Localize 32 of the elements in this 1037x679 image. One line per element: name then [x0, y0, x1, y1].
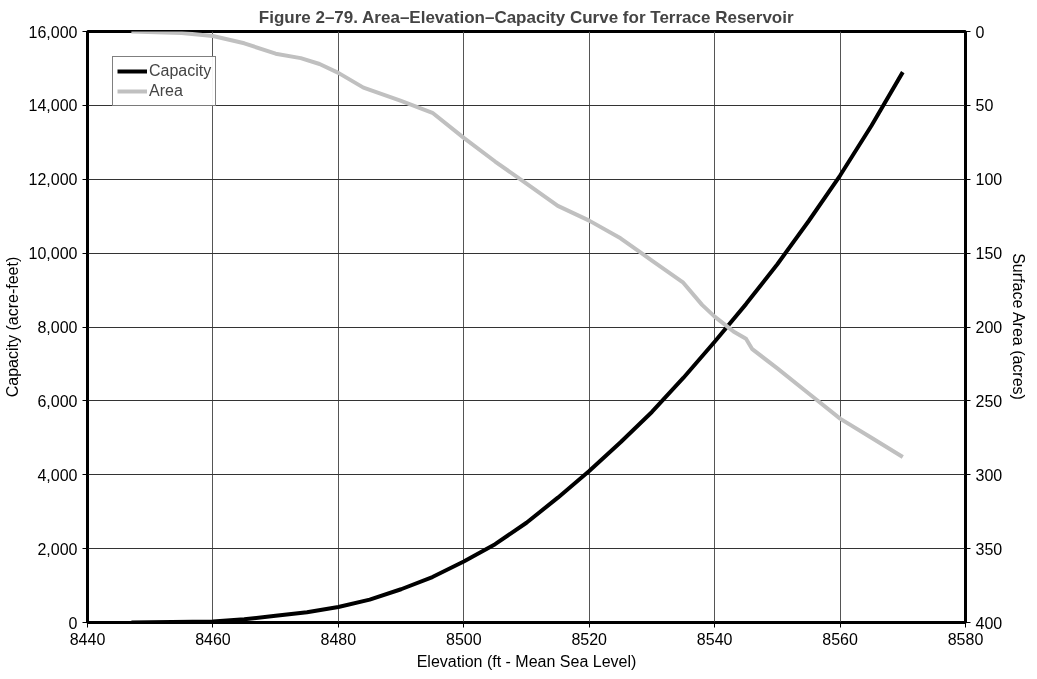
x-tick-label: 8580	[947, 630, 984, 648]
y-tick-label: 0	[68, 614, 78, 632]
y-tick-label: 6,000	[37, 392, 78, 410]
y2-tick-label: 0	[975, 23, 985, 41]
x-tick-label: 8560	[822, 630, 858, 648]
y2-tick-label: 50	[975, 97, 994, 115]
x-tick-label: 8520	[571, 630, 608, 648]
x-tick-label: 8440	[69, 630, 106, 648]
x-tick-label: 8460	[195, 630, 231, 648]
y-tick-label: 16,000	[28, 23, 78, 41]
y2-tick-label: 350	[975, 540, 1003, 558]
y2-tick-label: 100	[975, 171, 1003, 189]
x-tick-label: 8540	[696, 630, 733, 648]
y-tick-label: 8,000	[37, 319, 78, 336]
y2-tick-label: 150	[975, 245, 1003, 263]
x-tick-label: 8500	[445, 630, 482, 648]
y-tick-label: 2,000	[37, 540, 78, 558]
x-tick-label: 8480	[320, 630, 357, 648]
y2-tick-label: 400	[975, 614, 1003, 632]
y2-axis-title: Surface Area (acres)	[1010, 253, 1028, 400]
y2-tick-label: 300	[975, 466, 1003, 484]
y-axis-title: Capacity (acre-feet)	[3, 256, 21, 398]
y-tick-label: 10,000	[28, 245, 78, 263]
y-tick-label: 14,000	[28, 97, 78, 115]
legend-label: Capacity	[149, 62, 212, 80]
chart-title: Figure 2–79. Area–Elevation–Capacity Curve for Terrace Reservoir	[258, 7, 794, 27]
y2-tick-label: 250	[975, 392, 1003, 410]
y-tick-label: 12,000	[28, 171, 78, 189]
x-axis-title: Elevation (ft - Mean Sea Level)	[416, 652, 637, 670]
y2-tick-label: 200	[975, 319, 1003, 336]
legend-label: Area	[149, 82, 183, 100]
y-tick-label: 4,000	[37, 466, 78, 484]
